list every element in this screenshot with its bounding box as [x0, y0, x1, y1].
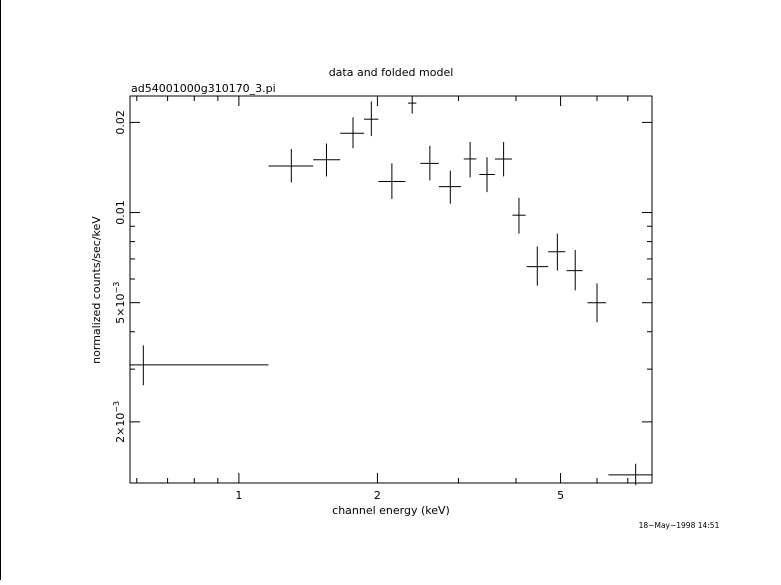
- x-tick-label: 2: [374, 489, 381, 502]
- data-point: [463, 142, 477, 178]
- data-point: [420, 145, 439, 181]
- y-tick-label: 0.02: [114, 110, 127, 135]
- data-point: [363, 101, 379, 137]
- data-point: [512, 197, 526, 234]
- data-point: [378, 163, 406, 199]
- y-axis-label: normalized counts/sec/keV: [90, 216, 103, 364]
- data-point: [479, 157, 495, 193]
- data-point: [130, 345, 269, 386]
- data-point: [313, 143, 341, 177]
- data-point: [566, 249, 583, 291]
- data-points: [130, 96, 652, 486]
- data-point: [587, 283, 607, 323]
- axis-ticks: [130, 96, 652, 483]
- data-point: [407, 96, 417, 114]
- x-tick-label: 1: [235, 489, 242, 502]
- data-point: [494, 142, 512, 177]
- data-point: [608, 463, 652, 486]
- x-axis-label: channel energy (keV): [332, 504, 450, 517]
- chart-subtitle: ad54001000g310170_3.pi: [131, 82, 276, 95]
- y-tick-label: 0.01: [114, 200, 127, 225]
- x-tick-label: 5: [557, 489, 564, 502]
- tick-labels: 1 2 5 2×10−3 5×10−3 0.01 0.02: [112, 110, 564, 502]
- data-point: [268, 149, 314, 183]
- data-point: [340, 117, 364, 149]
- data-point: [548, 233, 566, 271]
- y-tick-label: 5×10−3: [112, 282, 127, 324]
- data-point: [438, 170, 462, 204]
- window-left-edge: [0, 0, 1, 580]
- y-tick-label: 2×10−3: [112, 401, 127, 443]
- data-point: [526, 246, 549, 286]
- plot-frame: [129, 95, 653, 484]
- chart-title: data and folded model: [329, 66, 454, 79]
- timestamp: 18−May−1998 14:51: [639, 521, 720, 530]
